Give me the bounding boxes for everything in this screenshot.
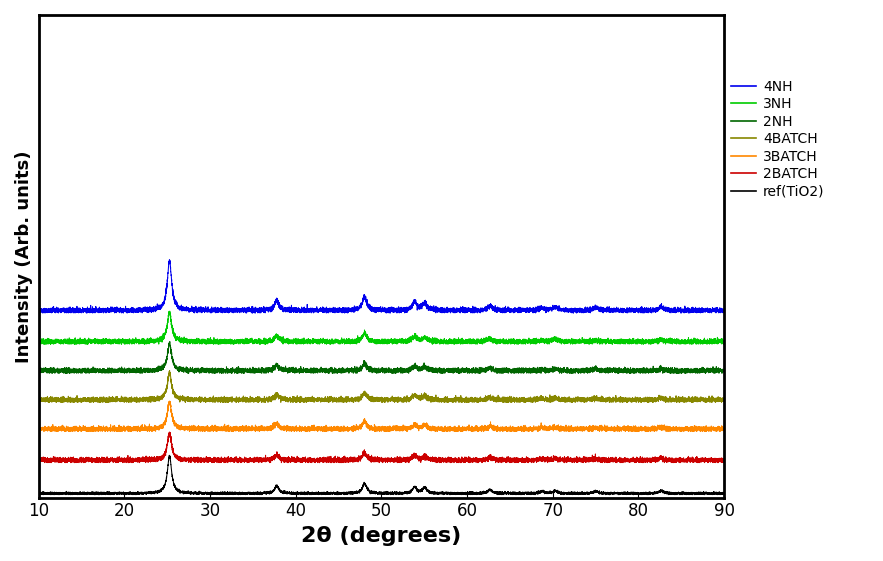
Y-axis label: Intensity (Arb. units): Intensity (Arb. units): [15, 150, 33, 362]
Legend: 4NH, 3NH, 2NH, 4BATCH, 3BATCH, 2BATCH, ref(TiO2): 4NH, 3NH, 2NH, 4BATCH, 3BATCH, 2BATCH, r…: [731, 80, 825, 199]
X-axis label: 2θ (degrees): 2θ (degrees): [301, 526, 462, 546]
